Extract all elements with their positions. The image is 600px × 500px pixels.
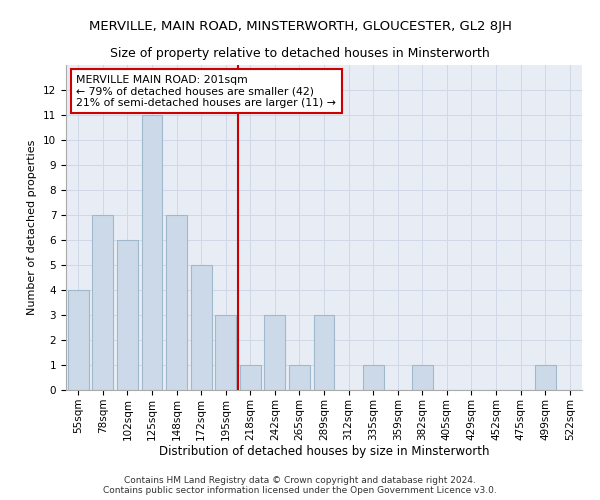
Bar: [240, 365, 261, 390]
Text: Contains HM Land Registry data © Crown copyright and database right 2024.
Contai: Contains HM Land Registry data © Crown c…: [103, 476, 497, 495]
Bar: [362, 365, 383, 390]
Bar: [191, 265, 212, 390]
Bar: [314, 315, 334, 390]
Bar: [142, 115, 163, 390]
Bar: [117, 240, 138, 390]
X-axis label: Distribution of detached houses by size in Minsterworth: Distribution of detached houses by size …: [159, 446, 489, 458]
Text: MERVILLE MAIN ROAD: 201sqm
← 79% of detached houses are smaller (42)
21% of semi: MERVILLE MAIN ROAD: 201sqm ← 79% of deta…: [76, 74, 336, 108]
Text: MERVILLE, MAIN ROAD, MINSTERWORTH, GLOUCESTER, GL2 8JH: MERVILLE, MAIN ROAD, MINSTERWORTH, GLOUC…: [89, 20, 511, 33]
Bar: [215, 315, 236, 390]
Bar: [535, 365, 556, 390]
Y-axis label: Number of detached properties: Number of detached properties: [28, 140, 37, 315]
Text: Size of property relative to detached houses in Minsterworth: Size of property relative to detached ho…: [110, 48, 490, 60]
Bar: [412, 365, 433, 390]
Bar: [92, 215, 113, 390]
Bar: [68, 290, 89, 390]
Bar: [289, 365, 310, 390]
Bar: [265, 315, 286, 390]
Bar: [166, 215, 187, 390]
